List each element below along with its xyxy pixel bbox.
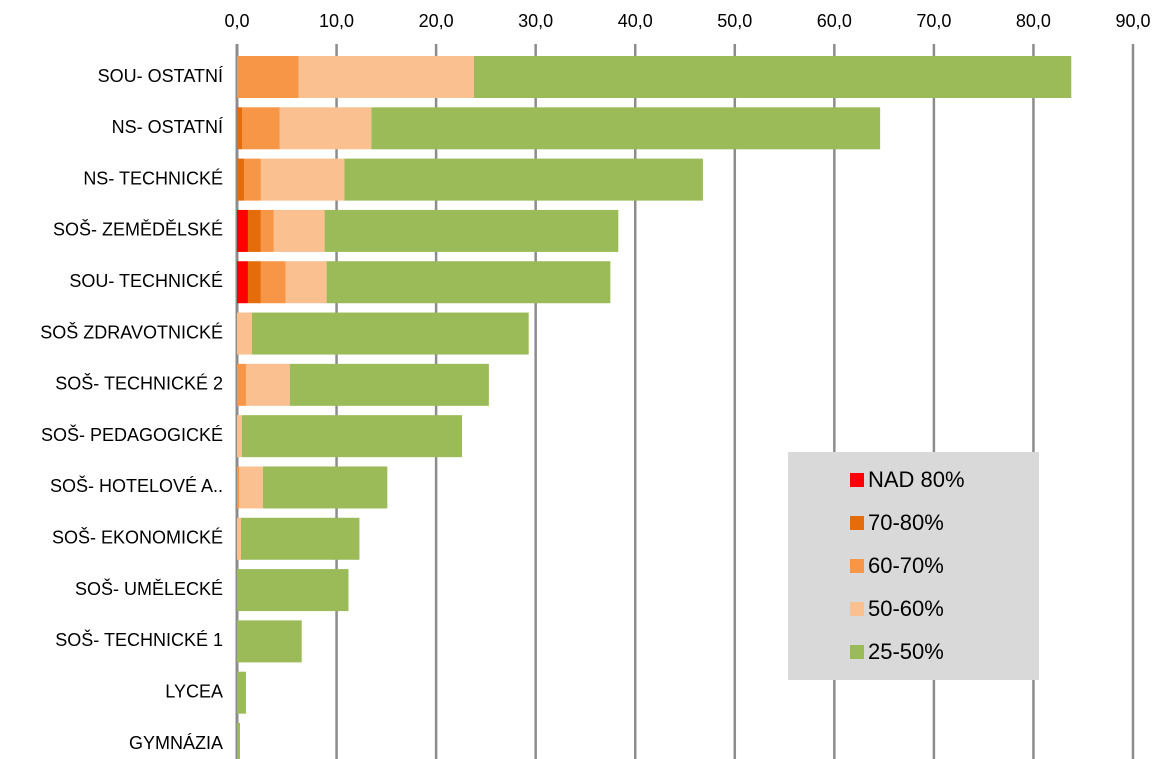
y-tick-label: GYMNÁZIA <box>129 733 223 753</box>
bar-segment <box>237 312 252 355</box>
bar-segment <box>237 209 248 252</box>
y-tick-label: SOU- TECHNICKÉ <box>69 271 223 291</box>
x-tick-label: 40,0 <box>618 11 653 31</box>
bar-segment <box>240 517 360 560</box>
y-tick-label: NS- TECHNICKÉ <box>83 168 223 188</box>
x-tick-label: 10,0 <box>319 11 354 31</box>
y-tick-label: SOŠ- TECHNICKÉ 2 <box>55 373 223 394</box>
legend-label: 70-80% <box>868 510 944 535</box>
y-tick-label: SOŠ ZDRAVOTNICKÉ <box>40 321 223 342</box>
y-tick-label: NS- OSTATNÍ <box>112 117 223 137</box>
legend-label: 60-70% <box>868 553 944 578</box>
bar-segment <box>260 209 274 252</box>
legend-box <box>788 452 1039 680</box>
bar-segment <box>273 209 325 252</box>
bar-segment <box>298 56 474 98</box>
bar-segment <box>260 261 286 304</box>
bar-segment <box>237 158 244 201</box>
y-tick-label: SOŠ- ZEMĚDĚLSKÉ <box>53 219 223 240</box>
x-tick-label: 60,0 <box>817 11 852 31</box>
bar-segment <box>243 158 261 201</box>
legend-label: NAD 80% <box>868 467 965 492</box>
bar-segment <box>237 415 242 458</box>
bar-segment <box>247 261 261 304</box>
bar-segment <box>237 569 349 612</box>
x-tick-label: 20,0 <box>419 11 454 31</box>
legend-label: 25-50% <box>868 639 944 664</box>
bar-segment <box>237 56 299 98</box>
bar-segment <box>473 56 1072 98</box>
x-tick-label: 70,0 <box>916 11 951 31</box>
legend-swatch <box>850 602 864 616</box>
y-tick-label: SOŠ- EKONOMICKÉ <box>52 527 223 548</box>
bar-segment <box>247 209 261 252</box>
bar-segment <box>237 261 248 304</box>
bar-segment <box>237 671 246 714</box>
y-tick-label: SOŠ- TECHNICKÉ 1 <box>55 629 223 650</box>
bar-segment <box>245 363 290 406</box>
y-tick-label: LYCEA <box>165 681 223 701</box>
x-tick-label: 50,0 <box>717 11 752 31</box>
bar-segment <box>237 466 239 509</box>
x-tick-label: 0,0 <box>224 11 249 31</box>
bar-segment <box>344 158 703 201</box>
bar-segment <box>289 363 489 406</box>
legend-swatch <box>850 473 864 487</box>
bar-segment <box>237 107 242 150</box>
bar-segment <box>262 466 388 509</box>
bar-segment <box>241 107 280 150</box>
legend-label: 50-60% <box>868 596 944 621</box>
bar-segment <box>251 312 529 355</box>
y-tick-label: SOU- OSTATNÍ <box>98 66 223 86</box>
y-tick-label: SOŠ- UMĚLECKÉ <box>75 578 223 599</box>
x-tick-label: 90,0 <box>1115 11 1150 31</box>
legend-swatch <box>850 645 864 659</box>
bar-segment <box>324 209 619 252</box>
bar-segment <box>237 723 240 759</box>
bar-segment <box>238 466 263 509</box>
bar-segment <box>326 261 611 304</box>
legend-swatch <box>850 559 864 573</box>
bar-segment <box>260 158 345 201</box>
y-tick-label: SOŠ- HOTELOVÉ A.. <box>50 475 223 496</box>
bar-segment <box>279 107 372 150</box>
bar-segment <box>237 363 246 406</box>
bar-segment <box>285 261 327 304</box>
x-tick-label: 30,0 <box>518 11 553 31</box>
x-tick-label: 80,0 <box>1016 11 1051 31</box>
bar-segment <box>237 517 241 560</box>
legend-swatch <box>850 516 864 530</box>
bar-segment <box>241 415 462 458</box>
legend: NAD 80% 70-80% 60-70% 50-60% 25-50% <box>788 452 1039 680</box>
bar-segment <box>237 620 302 663</box>
bar-segment <box>371 107 881 150</box>
y-tick-label: SOŠ- PEDAGOGICKÉ <box>41 424 223 445</box>
